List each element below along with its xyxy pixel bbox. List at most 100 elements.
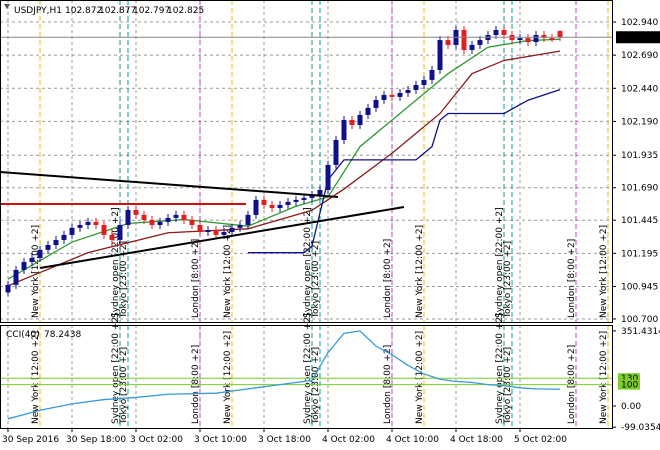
session-label: Sydney open [22:00 +2] <box>111 207 121 318</box>
candle-body <box>301 197 307 200</box>
candle-body <box>237 224 243 228</box>
ohlc-high: 102.877 <box>99 6 136 16</box>
session-label: New York [12:00 +2] <box>223 331 233 424</box>
session-label: London [8:00 +2] <box>567 239 577 318</box>
x-tick-label: 30 Sep 18:00 <box>66 435 126 445</box>
candle-body <box>197 224 203 232</box>
candle-body <box>325 164 331 190</box>
indicator-value: 78.2438 <box>44 330 81 340</box>
y-tick-label: 0.00 <box>621 402 641 412</box>
ohlc-low: 102.797 <box>133 6 170 16</box>
candle-body <box>525 38 531 43</box>
session-label: New York [12:00 +2] <box>415 331 425 424</box>
y-tick-label: 100.945 <box>621 282 658 292</box>
candle-body <box>45 244 51 250</box>
candle-body <box>269 204 275 208</box>
candle-body <box>173 214 179 218</box>
candle-body <box>149 219 155 225</box>
ohlc-close: 102.825 <box>167 6 204 16</box>
moving-average <box>248 88 561 254</box>
price-label: 102.825 <box>621 33 658 43</box>
candle-body <box>533 34 539 43</box>
session-label: Tokyo [23:00 +2] <box>311 241 321 319</box>
candle-body <box>261 199 267 205</box>
trendline <box>39 206 405 269</box>
candle-body <box>133 209 139 215</box>
candle-body <box>397 92 403 97</box>
candle-body <box>461 29 467 50</box>
candle-body <box>493 29 499 35</box>
y-tick-label: 102.190 <box>621 117 658 127</box>
x-tick-label: 4 Oct 10:00 <box>386 435 439 445</box>
candle-body <box>157 221 163 225</box>
candle-body <box>229 227 235 232</box>
candle-body <box>293 199 299 202</box>
symbol: USDJPY,H1 <box>14 6 62 16</box>
session-label: Sydney open [22:00 +2] <box>303 313 313 424</box>
candle-body <box>205 230 211 232</box>
y-tick-label: 102.440 <box>621 84 658 94</box>
candle-body <box>117 224 123 240</box>
level-label: 130 <box>621 374 638 384</box>
session-label: London [8:00 +2] <box>383 239 393 318</box>
level-label: 100 <box>621 381 638 391</box>
candle-body <box>181 214 187 220</box>
candle-body <box>517 38 523 41</box>
session-label: Sydney open [22:00 +2] <box>303 207 313 318</box>
candle-body <box>109 234 115 240</box>
candle-body <box>445 40 451 45</box>
candle-body <box>357 114 363 126</box>
candle-body <box>53 239 59 245</box>
session-label: Tokyo [23:00 +2] <box>119 347 129 425</box>
candle-body <box>349 119 355 126</box>
session-label: Tokyo [23:00 +2] <box>311 347 321 425</box>
y-tick-label: 101.935 <box>621 151 658 161</box>
candle-body <box>77 224 83 228</box>
candle-body <box>245 214 251 225</box>
session-label: New York [12:00 +2] <box>599 225 609 318</box>
x-tick-label: 4 Oct 18:00 <box>450 435 503 445</box>
cci-line <box>7 330 561 420</box>
trendline <box>0 171 339 198</box>
candle-body <box>373 99 379 108</box>
x-tick-label: 4 Oct 02:00 <box>322 435 375 445</box>
candle-body <box>421 79 427 85</box>
candle-body <box>213 230 219 235</box>
session-label: Sydney open [22:00 +2] <box>111 313 121 424</box>
indicator-name: CCI(40) <box>6 330 40 340</box>
y-tick-label: 351.4314 <box>621 327 660 337</box>
candle-body <box>221 231 227 235</box>
candle-body <box>85 221 91 225</box>
candle-body <box>541 34 547 39</box>
level-badge <box>618 373 640 384</box>
candle-body <box>37 249 43 258</box>
session-label: New York [12:00 +2] <box>31 331 41 424</box>
y-tick-label: 101.445 <box>621 216 658 226</box>
candle-body <box>477 40 483 45</box>
candle-body <box>101 224 107 235</box>
candle-body <box>29 257 35 262</box>
candle-body <box>165 217 171 222</box>
candle-body <box>413 84 419 91</box>
x-tick-label: 3 Oct 02:00 <box>130 435 183 445</box>
candle-body <box>69 227 75 235</box>
candle-body <box>405 90 411 93</box>
candle-body <box>365 107 371 115</box>
candle-body <box>13 269 19 285</box>
candle-body <box>437 40 443 70</box>
price-badge <box>616 31 660 44</box>
candle-body <box>341 119 347 140</box>
candle-body <box>389 94 395 97</box>
y-tick-label: 102.690 <box>621 51 658 61</box>
main-frame <box>0 0 613 323</box>
candle-body <box>277 204 283 208</box>
y-tick-label: 101.690 <box>621 184 658 194</box>
candle-body <box>469 44 475 50</box>
candle-body <box>189 219 195 225</box>
session-label: New York [12:00 +2] <box>31 225 41 318</box>
candle-body <box>309 195 315 198</box>
menu-icon <box>4 4 10 9</box>
